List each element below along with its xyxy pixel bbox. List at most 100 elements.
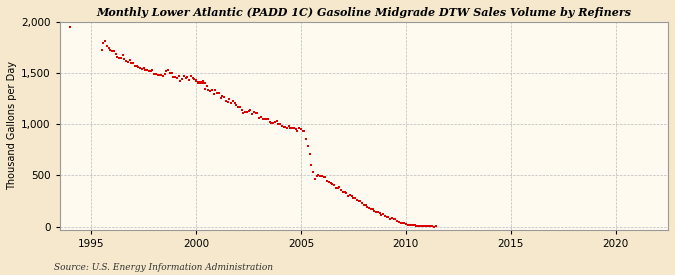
Point: [124, 58, 135, 63]
Point: [123, 60, 134, 64]
Point: [215, 96, 226, 101]
Point: [302, 144, 313, 148]
Point: [196, 80, 207, 84]
Point: [292, 129, 303, 133]
Point: [231, 103, 242, 108]
Point: [131, 64, 142, 68]
Point: [98, 40, 109, 45]
Point: [399, 221, 410, 226]
Point: [420, 224, 431, 229]
Point: [396, 220, 406, 225]
Point: [273, 121, 284, 126]
Point: [144, 68, 155, 73]
Point: [408, 223, 418, 227]
Point: [411, 224, 422, 228]
Point: [205, 89, 215, 93]
Point: [350, 196, 360, 200]
Point: [378, 212, 389, 217]
Point: [427, 224, 437, 229]
Point: [171, 76, 182, 80]
Point: [261, 117, 271, 121]
Point: [142, 67, 153, 72]
Point: [177, 77, 188, 81]
Point: [199, 87, 210, 91]
Point: [360, 203, 371, 207]
Point: [304, 152, 315, 156]
Point: [423, 224, 434, 228]
Point: [310, 177, 321, 182]
Point: [264, 120, 275, 124]
Point: [275, 122, 286, 126]
Point: [409, 223, 420, 227]
Point: [430, 224, 441, 229]
Point: [394, 220, 404, 224]
Point: [276, 124, 287, 128]
Point: [281, 126, 292, 130]
Point: [130, 63, 140, 68]
Point: [266, 121, 277, 125]
Point: [308, 170, 319, 174]
Point: [269, 119, 280, 124]
Point: [105, 48, 116, 53]
Point: [284, 124, 294, 128]
Point: [381, 215, 392, 219]
Point: [245, 108, 256, 112]
Point: [365, 207, 376, 211]
Point: [222, 99, 233, 104]
Point: [114, 56, 125, 60]
Point: [329, 183, 340, 187]
Point: [250, 111, 261, 116]
Point: [110, 52, 121, 57]
Point: [406, 222, 416, 227]
Point: [346, 193, 357, 198]
Point: [184, 78, 194, 82]
Point: [189, 77, 200, 81]
Point: [246, 111, 257, 116]
Point: [255, 115, 266, 119]
Point: [353, 198, 364, 203]
Point: [145, 69, 156, 73]
Point: [299, 129, 310, 133]
Point: [180, 76, 191, 80]
Point: [254, 116, 265, 120]
Point: [374, 211, 385, 215]
Text: Source: U.S. Energy Information Administration: Source: U.S. Energy Information Administ…: [54, 263, 273, 272]
Point: [320, 175, 331, 180]
Point: [199, 81, 210, 85]
Point: [100, 39, 111, 43]
Point: [194, 81, 205, 86]
Point: [294, 125, 304, 130]
Point: [341, 191, 352, 195]
Point: [383, 215, 394, 219]
Point: [97, 47, 107, 52]
Point: [397, 221, 408, 225]
Point: [306, 163, 317, 167]
Point: [219, 95, 230, 99]
Point: [151, 72, 161, 76]
Point: [385, 217, 396, 221]
Point: [379, 214, 390, 218]
Point: [352, 197, 362, 202]
Point: [278, 125, 289, 129]
Point: [429, 224, 439, 229]
Point: [388, 217, 399, 221]
Point: [136, 67, 147, 72]
Point: [271, 119, 282, 123]
Point: [263, 116, 273, 121]
Point: [242, 110, 252, 114]
Point: [198, 79, 209, 83]
Point: [404, 222, 414, 227]
Point: [416, 224, 427, 228]
Point: [280, 125, 291, 129]
Point: [301, 137, 312, 142]
Point: [126, 60, 137, 65]
Point: [334, 185, 345, 190]
Point: [387, 216, 398, 221]
Point: [327, 182, 338, 186]
Point: [207, 88, 217, 92]
Point: [317, 174, 327, 178]
Title: Monthly Lower Atlantic (PADD 1C) Gasoline Midgrade DTW Sales Volume by Refiners: Monthly Lower Atlantic (PADD 1C) Gasolin…: [97, 7, 631, 18]
Point: [157, 73, 168, 78]
Point: [343, 194, 354, 198]
Point: [257, 116, 268, 121]
